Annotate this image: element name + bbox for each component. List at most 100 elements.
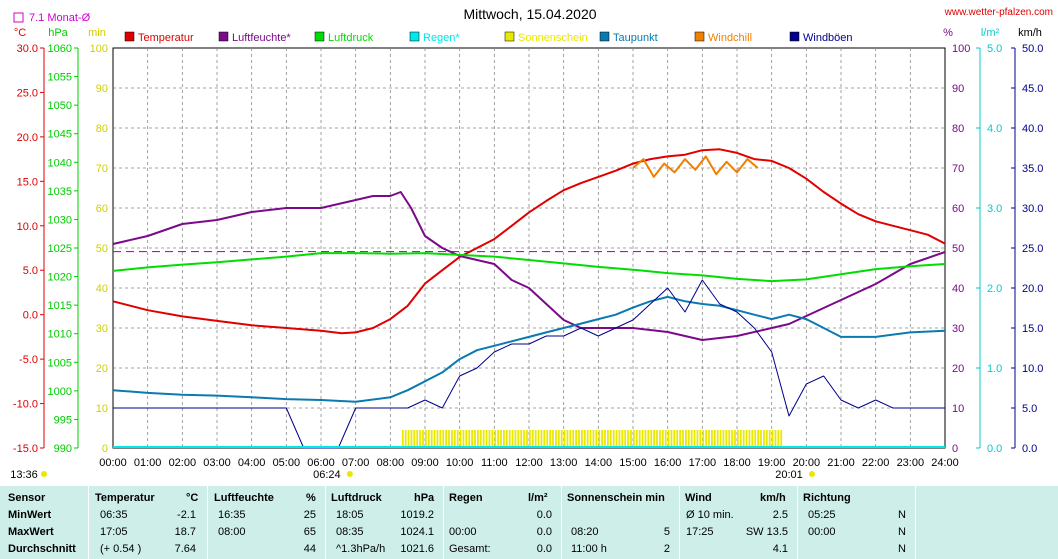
sunshine-bar	[653, 430, 656, 448]
x-tick-label: 01:00	[134, 457, 162, 469]
sunshine-bar	[719, 430, 722, 448]
wind-axis-tick: 25.0	[1022, 243, 1043, 255]
sunshine-bar	[477, 430, 479, 448]
sunshine-bar	[768, 430, 771, 448]
sunshine-bar	[592, 430, 595, 448]
sunshine-axis-unit: min	[88, 27, 106, 39]
sunshine-bar	[537, 430, 540, 448]
sunshine-bar	[442, 430, 445, 448]
temp-axis-tick: 15.0	[17, 176, 38, 188]
x-tick-label: 24:00	[931, 457, 959, 469]
header-rain: Regen	[449, 492, 483, 504]
header-sun: Sonnenschein min	[567, 492, 665, 504]
chart-legend: Temperatur Luftfeuchte* Luftdruck Regen* Son…	[124, 31, 853, 44]
sunshine-axis-tick: 50	[96, 243, 108, 255]
sunshine-bar	[618, 430, 621, 448]
sunshine-bar	[575, 430, 578, 448]
cell-rain-time: 00:00	[449, 526, 477, 538]
x-tick-label: 06:00	[307, 457, 335, 469]
pressure-axis-tick: 1025	[48, 243, 72, 255]
rain-axis-tick: 4.0	[987, 123, 1002, 135]
x-tick-label: 05:00	[273, 457, 301, 469]
sunshine-bar	[465, 430, 468, 448]
sunshine-bar	[468, 430, 471, 448]
sunshine-bar	[633, 430, 635, 448]
time-marker-label: 13:36	[10, 469, 38, 481]
sunshine-axis-tick: 20	[96, 363, 108, 375]
cell-press-time: 18:05	[336, 509, 364, 521]
sunshine-bar	[635, 430, 638, 448]
cell-wind-val: 4.1	[772, 543, 788, 555]
temp-axis-tick: -15.0	[13, 443, 38, 455]
sunshine-bar	[474, 430, 476, 448]
sunshine-bar	[419, 430, 422, 448]
x-tick-label: 03:00	[203, 457, 231, 469]
cell-dir-time: 05:25	[808, 509, 836, 521]
pressure-axis-tick: 1050	[48, 100, 72, 112]
sunshine-bar	[488, 430, 491, 448]
cell-sun-val: 2	[663, 543, 670, 555]
sunshine-bar	[526, 430, 528, 448]
sunshine-bar	[534, 430, 537, 448]
pressure-axis-tick: 1015	[48, 300, 72, 312]
series-line-luftfeuchte	[112, 191, 946, 341]
header-press: Luftdruck	[331, 492, 382, 504]
sunshine-bar	[583, 430, 586, 448]
pressure-axis-tick: 1060	[48, 43, 72, 55]
series-line-luftdruck	[112, 252, 946, 283]
cell-hum-val: 65	[303, 526, 316, 538]
sunshine-bar	[713, 430, 716, 448]
chart-grid	[112, 47, 946, 449]
x-tick-label: 11:00	[481, 457, 508, 469]
sunshine-bar	[485, 430, 488, 448]
x-tick-label: 16:00	[654, 457, 682, 469]
cell-dir-val: N	[898, 543, 906, 555]
cell-label: MinWert	[8, 509, 52, 521]
sunshine-bar	[404, 430, 407, 448]
sunshine-bar	[433, 430, 436, 448]
cell-sun-time: 11:00 h	[571, 543, 607, 555]
x-tick-label: 13:00	[550, 457, 578, 469]
sunshine-bar	[731, 430, 734, 448]
cell-sun-val: 5	[663, 526, 670, 538]
wind-axis-tick: 15.0	[1022, 323, 1043, 335]
cell-label: MaxWert	[8, 526, 54, 538]
sunshine-bar	[517, 430, 520, 448]
cell-rain-val: 0.0	[536, 543, 552, 555]
sunshine-bar	[607, 430, 609, 448]
sunshine-bar	[774, 430, 777, 448]
cell-hum-time: 08:00	[218, 526, 246, 538]
sunshine-bar	[716, 430, 719, 448]
sunshine-axis-tick: 30	[96, 323, 108, 335]
cell-press-val: 1024.1	[400, 526, 434, 538]
cell-press-val: 1021.6	[400, 543, 434, 555]
legend-swatch	[314, 31, 325, 42]
cell-wind-time: 17:25	[686, 526, 714, 538]
sunshine-bar	[462, 430, 465, 448]
sunshine-bar	[722, 430, 725, 448]
pressure-axis-tick: 1010	[48, 329, 72, 341]
x-tick-label: 10:00	[446, 457, 474, 469]
header-hum-unit: %	[306, 492, 316, 504]
sunshine-bar	[578, 430, 580, 448]
sunshine-bar	[459, 430, 462, 448]
x-tick-label: 21:00	[827, 457, 855, 469]
cell-temp-time: (+ 0.54 )	[100, 543, 142, 555]
pressure-axis-tick: 995	[54, 414, 72, 426]
sunshine-bar	[748, 430, 751, 448]
legend-label: Luftfeuchte*	[232, 32, 291, 44]
sunshine-bar	[780, 430, 783, 448]
sunshine-bar	[586, 430, 589, 448]
x-tick-label: 23:00	[897, 457, 925, 469]
sunshine-bar	[627, 430, 630, 448]
wind-axis-tick: 45.0	[1022, 83, 1043, 95]
humidity-axis-tick: 60	[952, 203, 964, 215]
sunshine-bar	[425, 430, 427, 448]
sunshine-bar	[661, 430, 664, 448]
legend-swatch	[409, 31, 420, 42]
temp-axis-tick: 10.0	[17, 221, 38, 233]
series-line-windchill	[632, 155, 759, 178]
sunshine-axis-tick: 40	[96, 283, 108, 295]
humidity-axis-tick: 90	[952, 83, 964, 95]
sunshine-bar	[543, 430, 546, 448]
